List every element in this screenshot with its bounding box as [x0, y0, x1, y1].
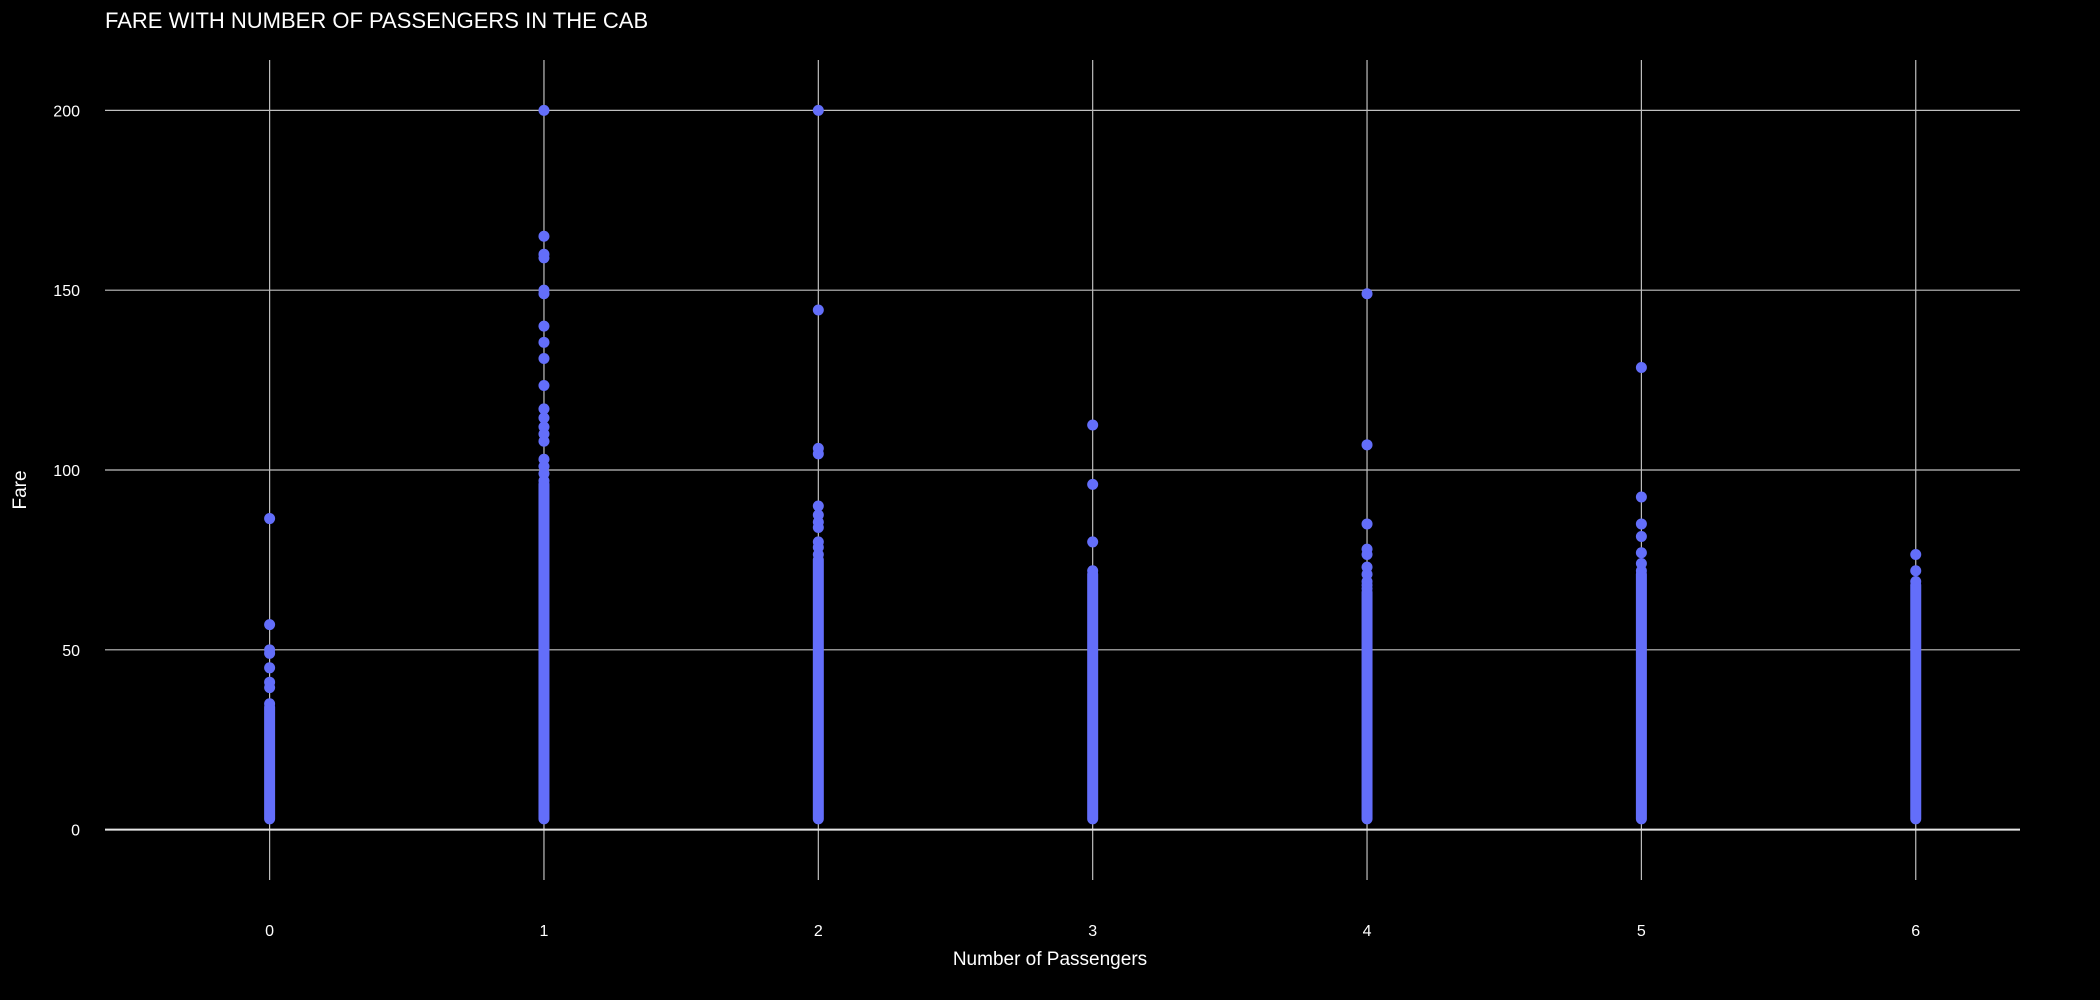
data-point [1635, 518, 1647, 530]
data-point [264, 619, 276, 631]
x-tick-label: 0 [265, 923, 274, 940]
y-tick-label: 150 [53, 283, 80, 300]
data-point [538, 288, 550, 300]
y-tick-label: 200 [53, 103, 80, 120]
data-point [812, 549, 824, 561]
chart-title: FARE WITH NUMBER OF PASSENGERS IN THE CA… [105, 8, 649, 33]
y-axis-label: Fare [10, 470, 31, 510]
data-point [1910, 549, 1922, 561]
data-point [1087, 565, 1099, 577]
data-point [1361, 549, 1373, 561]
tick-layer: 0 1 2 3 4 5 6 0 50 100 150 200 [53, 103, 1920, 940]
data-point [538, 475, 550, 487]
data-point [812, 500, 824, 512]
x-tick-label: 2 [814, 923, 823, 940]
data-point [538, 412, 550, 424]
x-tick-label: 4 [1363, 923, 1372, 940]
data-point [1635, 547, 1647, 559]
data-point [1361, 439, 1373, 451]
y-tick-label: 0 [71, 823, 80, 840]
data-point [1635, 362, 1647, 373]
data-point [538, 320, 550, 332]
data-point [1361, 288, 1373, 300]
data-point [538, 252, 550, 264]
data-point [1087, 478, 1099, 490]
x-tick-label: 5 [1637, 923, 1646, 940]
y-tick-label: 100 [53, 463, 80, 480]
points-layer [264, 104, 1922, 825]
data-point [812, 448, 824, 460]
data-point [538, 353, 550, 365]
data-point [264, 698, 276, 710]
data-point [538, 230, 550, 242]
data-point [1910, 565, 1922, 577]
grid-layer [105, 60, 2020, 880]
data-point [1361, 518, 1373, 530]
x-tick-label: 3 [1088, 923, 1097, 940]
data-point [1087, 419, 1099, 431]
data-point [1635, 531, 1647, 543]
data-point [264, 662, 276, 674]
x-tick-label: 1 [540, 923, 549, 940]
data-point [1361, 583, 1373, 595]
y-tick-label: 50 [62, 643, 80, 660]
data-point [264, 513, 276, 525]
data-point [538, 104, 550, 116]
data-point [1635, 565, 1647, 577]
data-point [538, 403, 550, 415]
data-point [538, 379, 550, 391]
x-axis-label: Number of Passengers [952, 949, 1148, 970]
data-point [1635, 491, 1647, 503]
data-point [1910, 575, 1922, 587]
x-tick-label: 6 [1911, 923, 1920, 940]
data-point [1087, 536, 1099, 548]
data-point [812, 104, 824, 116]
data-point [812, 522, 824, 534]
data-point [264, 647, 276, 659]
data-point [812, 304, 824, 316]
data-point [264, 682, 276, 694]
data-point [538, 435, 550, 447]
data-point [538, 336, 550, 348]
